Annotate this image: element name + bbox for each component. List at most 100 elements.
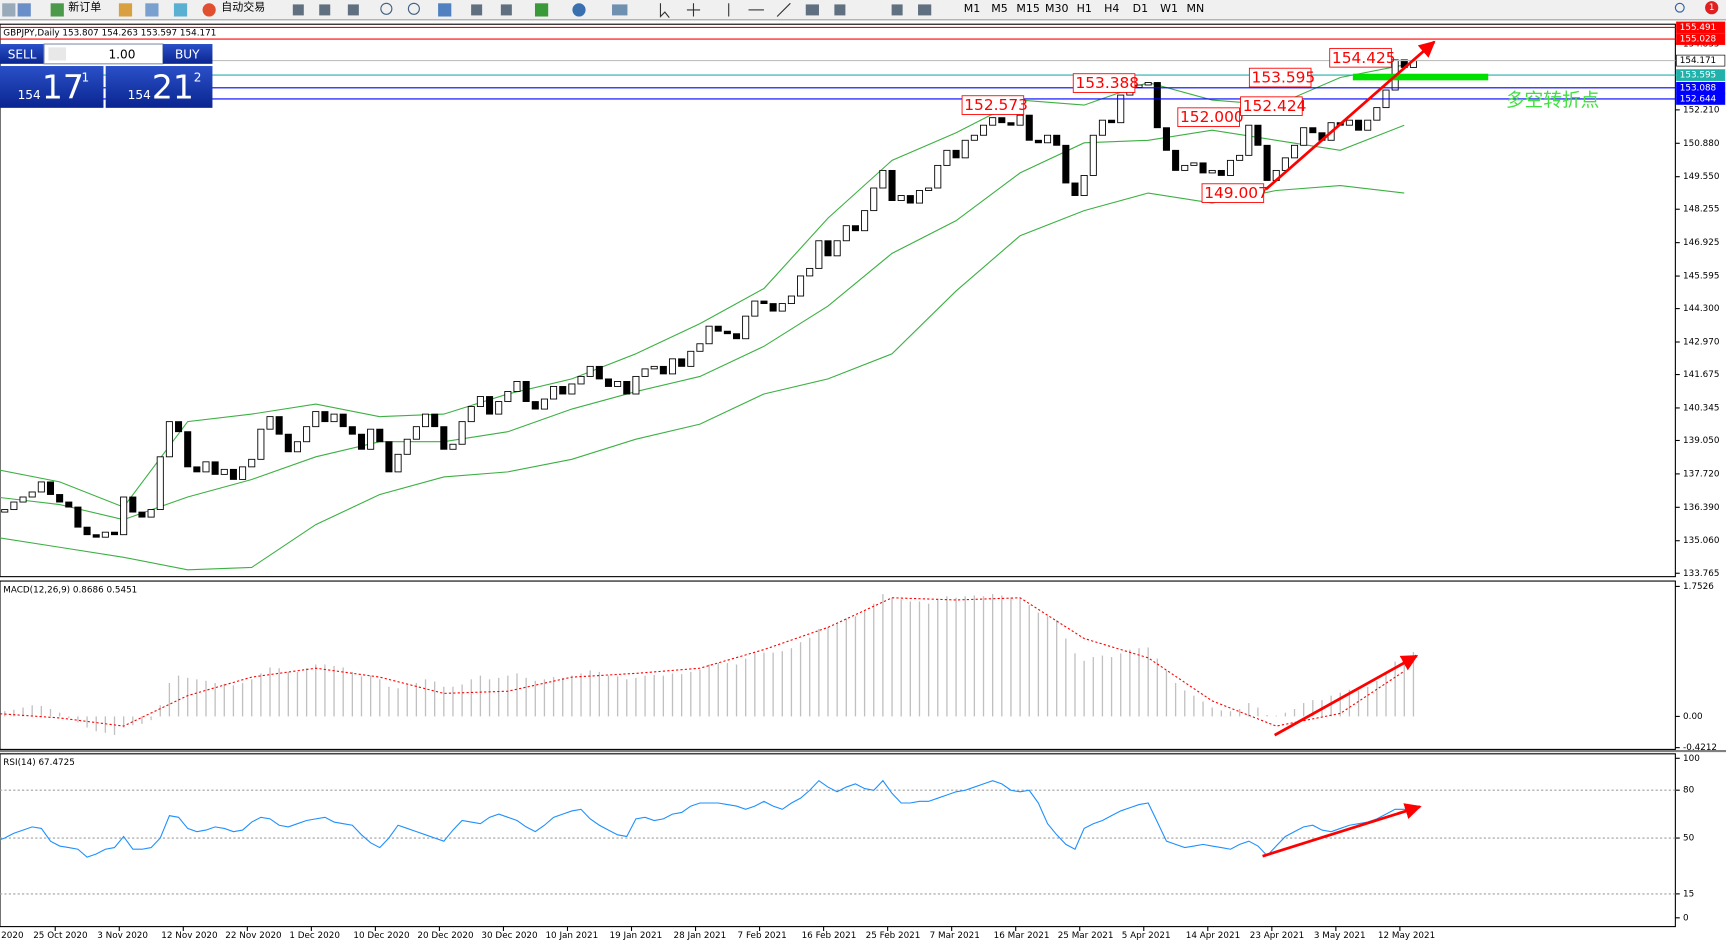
zoom-out[interactable] [407,2,420,15]
cursor-icon[interactable] [659,3,670,18]
y-tick-label: 1.7526 [1683,582,1714,592]
candle [385,441,393,473]
sell-button[interactable] [0,44,45,64]
candle [1044,134,1052,144]
candle [147,509,155,518]
price-label: 154.171 [1680,56,1716,66]
candle [138,511,146,518]
buy-price-box[interactable] [105,66,213,108]
y-tick-label: 150.880 [1683,139,1720,149]
sell-big-figure[interactable]: 154 [18,88,41,102]
candle [870,187,878,212]
icon[interactable] [805,4,819,16]
rsi-arrow [1262,803,1422,858]
buy-pips[interactable]: 21 [152,68,194,107]
volume[interactable]: 1.00 [108,48,135,62]
timeframe[interactable]: M1 [964,2,981,15]
x-tick-label: 7 Feb 2021 [738,931,787,941]
candle [595,365,603,380]
candle [1217,169,1225,176]
icon[interactable] [173,3,188,17]
price-frame [0,23,1676,578]
candle [92,534,100,538]
x-tick-label: 16 Mar 2021 [994,931,1050,941]
sell-label[interactable]: SELL [8,48,37,62]
x-tick-label: 19 Jan 2021 [609,931,662,941]
candle [184,431,192,468]
candle [1208,169,1216,174]
icon[interactable] [292,4,304,16]
candle [513,381,521,392]
x-tick-label: 10 Jan 2021 [545,931,598,941]
zoom-in[interactable] [380,2,393,15]
icon[interactable] [347,4,359,16]
icon[interactable] [319,4,331,16]
icon[interactable] [118,3,133,17]
price-label: 155.491 [1680,23,1716,33]
timeframe[interactable]: W1 [1160,2,1178,15]
auto-trading-icon[interactable] [202,3,216,17]
y-tick-label: -0.4212 [1683,743,1717,753]
candle [431,413,439,428]
price-label-bg [1676,33,1726,45]
candle [659,365,667,375]
candle [312,411,320,428]
timeframe[interactable]: MN [1187,2,1205,15]
timeframe[interactable]: H4 [1104,2,1119,15]
candle [1108,119,1116,124]
candle [1190,162,1198,166]
buy-fraction[interactable]: 2 [194,71,202,85]
annotation: 153.388 [1075,74,1139,92]
icon[interactable] [572,3,586,17]
y-tick-label: 0.00 [1683,712,1703,722]
volume-spinner[interactable] [48,47,67,61]
icon[interactable] [471,4,483,16]
crosshair-icon[interactable] [686,3,701,17]
price-label: 152.644 [1680,94,1717,104]
candle [330,413,338,423]
candle [1,509,9,513]
timeframe[interactable]: H1 [1077,2,1092,15]
candle [742,315,750,340]
buy-button[interactable] [162,44,213,64]
price-label-bg [1676,21,1726,34]
icon[interactable] [2,3,16,17]
candle [1373,107,1381,121]
timeframe[interactable]: D1 [1133,2,1148,15]
search-icon[interactable] [1674,2,1685,13]
timeframe[interactable]: M15 [1016,2,1040,15]
candle [952,149,960,159]
icon[interactable] [612,4,628,16]
candle [376,428,384,443]
candle [806,267,814,277]
rsi-line [0,779,1414,858]
candle [769,303,777,312]
auto-trading[interactable]: 自动交易 [221,0,265,14]
icon[interactable] [438,3,452,17]
sell-pips[interactable]: 17 [42,68,84,107]
new-order[interactable]: 新订单 [68,0,101,14]
notification-count[interactable]: 1 [1709,3,1715,13]
candle [486,396,494,415]
buy-label[interactable]: BUY [175,48,200,62]
candle [925,187,933,191]
candle [275,416,283,435]
icon[interactable] [891,4,903,16]
icon[interactable] [534,3,549,17]
candle [961,139,969,159]
icon[interactable] [834,4,846,16]
icon[interactable] [918,4,932,16]
candle [1117,94,1125,124]
sell-price-box[interactable] [0,66,104,108]
icon[interactable] [17,3,31,17]
trend-icon[interactable] [776,2,791,17]
timeframe[interactable]: M5 [991,2,1008,15]
buy-big-figure[interactable]: 154 [128,88,151,102]
sell-fraction[interactable]: 1 [81,71,89,85]
icon[interactable] [500,4,512,16]
icon[interactable] [145,3,159,17]
x-tick-label: 3 Nov 2020 [97,931,148,941]
notification-badge[interactable] [1705,1,1719,15]
timeframe[interactable]: M30 [1045,2,1069,15]
new-order-icon[interactable] [50,3,64,17]
